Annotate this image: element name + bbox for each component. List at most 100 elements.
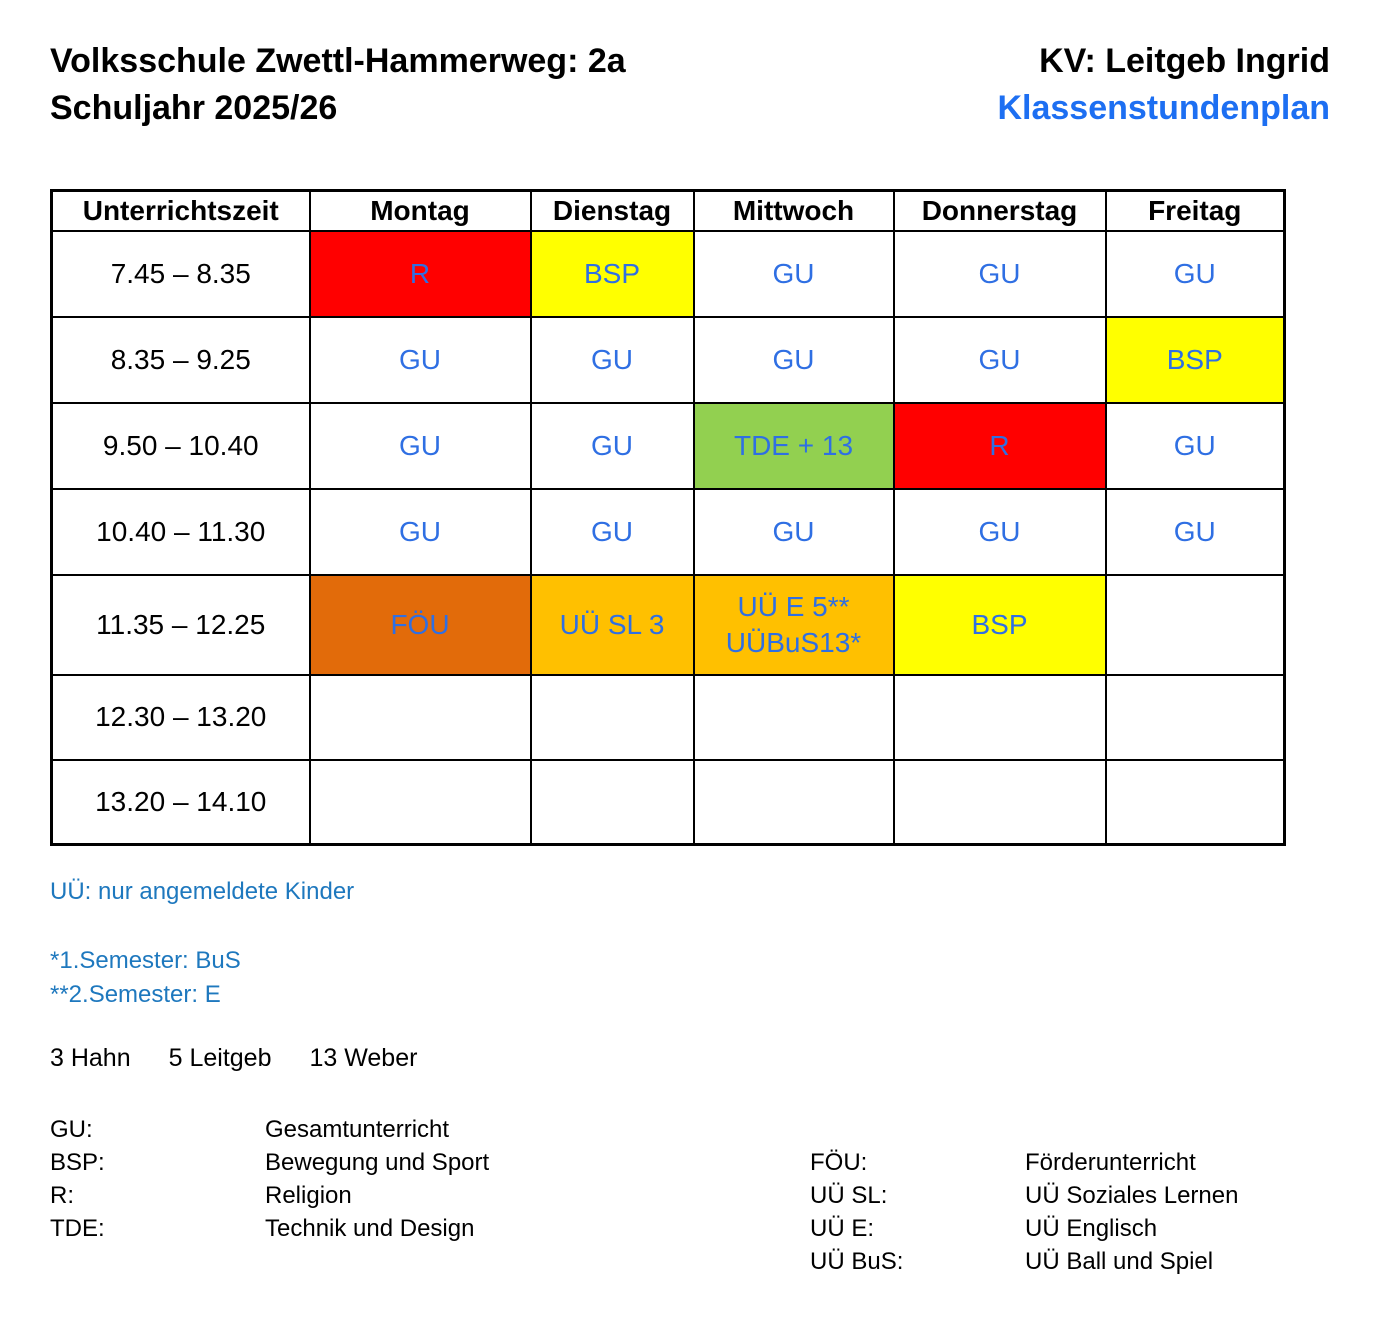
plan-title: Klassenstundenplan xyxy=(997,88,1330,127)
page-header: Volksschule Zwettl-Hammerweg: 2a Schulja… xyxy=(50,38,1330,132)
lesson-cell: R xyxy=(892,401,1107,490)
time-cell: 9.50 – 10.40 xyxy=(50,401,311,490)
lesson-line: UÜBuS13* xyxy=(725,626,862,658)
lesson-cell xyxy=(892,758,1107,846)
lesson-cell: GU xyxy=(692,315,895,404)
lesson-cell: GU xyxy=(1104,229,1286,318)
time-cell: 13.20 – 14.10 xyxy=(50,758,311,846)
teachers-line: 3 Hahn 5 Leitgeb 13 Weber xyxy=(50,1044,1330,1073)
legend-desc: UÜ Ball und Spiel xyxy=(1025,1248,1214,1276)
school-year: Schuljahr 2025/26 xyxy=(50,88,338,127)
kv-title-block: KV: Leitgeb Ingrid Klassenstundenplan xyxy=(997,38,1330,132)
legend-abbr: UÜ SL: xyxy=(810,1182,888,1210)
legend-desc: UÜ Englisch xyxy=(1025,1215,1158,1243)
lesson-cell xyxy=(1104,758,1286,846)
legend: GU: Gesamtunterricht BSP: Bewegung und Spo… xyxy=(50,1113,1330,1278)
legend-row: BSP: Bewegung und Sport xyxy=(50,1146,810,1179)
timetable-header-row: Unterrichtszeit Montag Dienstag Mittwoch… xyxy=(50,189,1286,232)
lesson-cell: BSP xyxy=(892,573,1107,676)
uu-note: UÜ: nur angemeldete Kinder xyxy=(50,878,355,906)
lesson-cell: GU xyxy=(1104,401,1286,490)
time-cell: 10.40 – 11.30 xyxy=(50,487,311,576)
lesson-cell: TDE + 13 xyxy=(692,401,895,490)
lesson-cell: GU xyxy=(692,229,895,318)
lesson-cell xyxy=(692,673,895,761)
lesson-cell: GU xyxy=(892,229,1107,318)
legend-row: UÜ BuS: UÜ Ball und Spiel xyxy=(810,1245,1238,1278)
legend-abbr: R: xyxy=(50,1182,74,1210)
timetable-row: 11.35 – 12.25 FÖU UÜ SL 3 UÜ E 5** UÜBuS… xyxy=(50,573,1286,676)
timetable-row: 13.20 – 14.10 xyxy=(50,758,1286,846)
legend-desc: Förderunterricht xyxy=(1025,1149,1196,1177)
legend-row: UÜ SL: UÜ Soziales Lernen xyxy=(810,1179,1238,1212)
legend-desc: Technik und Design xyxy=(265,1215,475,1243)
lesson-cell xyxy=(692,758,895,846)
school-title: Volksschule Zwettl-Hammerweg: 2a xyxy=(50,42,626,80)
column-header-unterrichtszeit: Unterrichtszeit xyxy=(50,189,311,232)
legend-left-column: GU: Gesamtunterricht BSP: Bewegung und Spo… xyxy=(50,1113,810,1278)
lesson-cell xyxy=(529,673,695,761)
legend-abbr: UÜ BuS: xyxy=(810,1248,904,1276)
lesson-cell xyxy=(1104,673,1286,761)
lesson-cell: GU xyxy=(308,487,532,576)
timetable: Unterrichtszeit Montag Dienstag Mittwoch… xyxy=(50,188,1286,847)
lesson-line: UÜ E 5** xyxy=(737,590,850,622)
timetable-row: 12.30 – 13.20 xyxy=(50,673,1286,761)
legend-desc: UÜ Soziales Lernen xyxy=(1025,1182,1239,1210)
school-title-block: Volksschule Zwettl-Hammerweg: 2a Schulja… xyxy=(50,38,626,132)
legend-desc: Gesamtunterricht xyxy=(265,1116,450,1144)
teacher-item: 3 Hahn xyxy=(50,1044,131,1073)
lesson-cell: GU xyxy=(692,487,895,576)
lesson-cell xyxy=(529,758,695,846)
timetable-row: 8.35 – 9.25 GU GU GU GU BSP xyxy=(50,315,1286,404)
legend-abbr: GU: xyxy=(50,1116,93,1144)
lesson-cell xyxy=(308,673,532,761)
legend-right-column: FÖU: Förderunterricht UÜ SL: UÜ Soziales L… xyxy=(810,1146,1238,1278)
kv-label: KV: Leitgeb Ingrid xyxy=(1039,42,1330,80)
teacher-item: 13 Weber xyxy=(309,1044,418,1073)
timetable-row: 7.45 – 8.35 R BSP GU GU GU xyxy=(50,229,1286,318)
legend-desc: Religion xyxy=(265,1182,352,1210)
column-header-mittwoch: Mittwoch xyxy=(692,189,895,232)
legend-row: GU: Gesamtunterricht xyxy=(50,1113,810,1146)
semester-notes: *1.Semester: BuS **2.Semester: E xyxy=(50,944,1330,1012)
legend-abbr: TDE: xyxy=(50,1215,105,1243)
column-header-dienstag: Dienstag xyxy=(529,189,695,232)
lesson-cell xyxy=(1104,573,1286,676)
lesson-cell: UÜ E 5** UÜBuS13* xyxy=(692,573,895,676)
lesson-cell: BSP xyxy=(529,229,695,318)
time-cell: 12.30 – 13.20 xyxy=(50,673,311,761)
time-cell: 7.45 – 8.35 xyxy=(50,229,311,318)
lesson-cell xyxy=(892,673,1107,761)
timetable-row: 10.40 – 11.30 GU GU GU GU GU xyxy=(50,487,1286,576)
legend-abbr: BSP: xyxy=(50,1149,105,1177)
legend-desc: Bewegung und Sport xyxy=(265,1149,490,1177)
timetable-row: 9.50 – 10.40 GU GU TDE + 13 R GU xyxy=(50,401,1286,490)
lesson-cell: GU xyxy=(529,487,695,576)
lesson-cell xyxy=(308,758,532,846)
lesson-cell: BSP xyxy=(1104,315,1286,404)
lesson-cell: GU xyxy=(529,315,695,404)
column-header-montag: Montag xyxy=(308,189,532,232)
legend-row: R: Religion xyxy=(50,1179,810,1212)
time-cell: 11.35 – 12.25 xyxy=(50,573,311,676)
legend-abbr: FÖU: xyxy=(810,1149,868,1177)
column-header-freitag: Freitag xyxy=(1104,189,1286,232)
teacher-item: 5 Leitgeb xyxy=(168,1044,272,1073)
lesson-cell: GU xyxy=(892,315,1107,404)
lesson-cell: GU xyxy=(1104,487,1286,576)
legend-row: UÜ E: UÜ Englisch xyxy=(810,1212,1238,1245)
lesson-cell: R xyxy=(308,229,532,318)
lesson-cell: GU xyxy=(308,401,532,490)
time-cell: 8.35 – 9.25 xyxy=(50,315,311,404)
column-header-donnerstag: Donnerstag xyxy=(892,189,1107,232)
legend-abbr: UÜ E: xyxy=(810,1215,875,1243)
lesson-cell: GU xyxy=(308,315,532,404)
legend-row: FÖU: Förderunterricht xyxy=(810,1146,1238,1179)
legend-row: TDE: Technik und Design xyxy=(50,1212,810,1245)
lesson-cell: UÜ SL 3 xyxy=(529,573,695,676)
lesson-cell: GU xyxy=(892,487,1107,576)
lesson-cell: FÖU xyxy=(308,573,532,676)
semester2-note: **2.Semester: E xyxy=(50,981,221,1009)
